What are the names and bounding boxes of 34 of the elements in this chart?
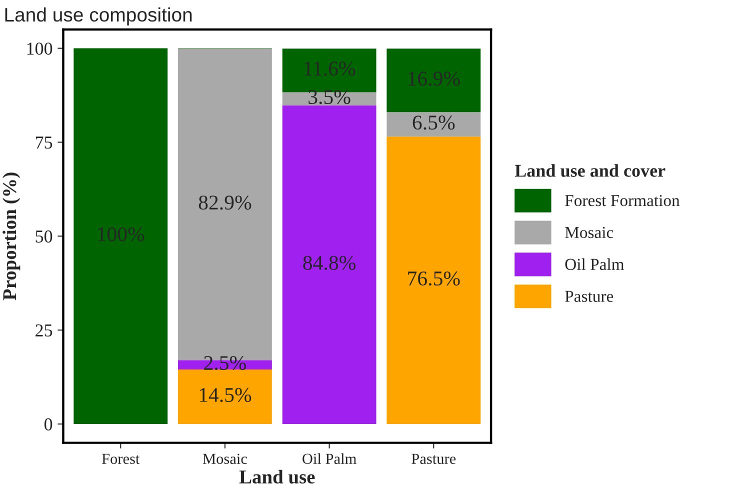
bar	[386, 136, 481, 424]
chart-title: Land use composition	[5, 7, 192, 26]
x-tick-label: Mosaic	[202, 454, 247, 464]
x-tick-label: Oil Palm	[302, 453, 356, 464]
data-label: 11.6%	[304, 62, 356, 76]
bar	[282, 92, 376, 106]
bar	[386, 48, 481, 112]
data-label: 100%	[98, 227, 144, 242]
data-label: 16.9%	[408, 72, 460, 86]
legend-label: Oil Palm	[565, 258, 624, 270]
legend-label: Mosaic	[565, 226, 614, 238]
data-label: 84.8%	[303, 256, 356, 270]
y-tick-label: 0	[44, 418, 52, 430]
x-tick-label: Forest	[102, 454, 140, 464]
bar	[282, 105, 376, 424]
y-axis-title: Proportion (%)	[2, 172, 20, 300]
legend-label: Forest Formation	[565, 194, 680, 206]
y-tick-label: 25	[36, 324, 52, 337]
y-tick-label: 100	[27, 42, 52, 55]
data-label: 82.9%	[198, 196, 252, 210]
bar	[386, 112, 481, 137]
x-axis-title: Land use	[239, 470, 315, 484]
y-tick-label: 50	[36, 230, 52, 243]
bar	[178, 370, 272, 424]
data-label: 3.5%	[308, 90, 350, 104]
data-label: 14.5%	[200, 388, 252, 402]
legend-label: Pasture	[565, 290, 614, 302]
data-label: 2.5%	[204, 356, 246, 370]
y-tick-label: 75	[36, 136, 52, 149]
bar	[74, 48, 168, 424]
x-tick-label: Pasture	[412, 454, 456, 464]
data-label: 6.5%	[412, 116, 455, 130]
data-label: 76.5%	[408, 271, 460, 286]
legend-title: Land use and cover	[514, 164, 666, 177]
